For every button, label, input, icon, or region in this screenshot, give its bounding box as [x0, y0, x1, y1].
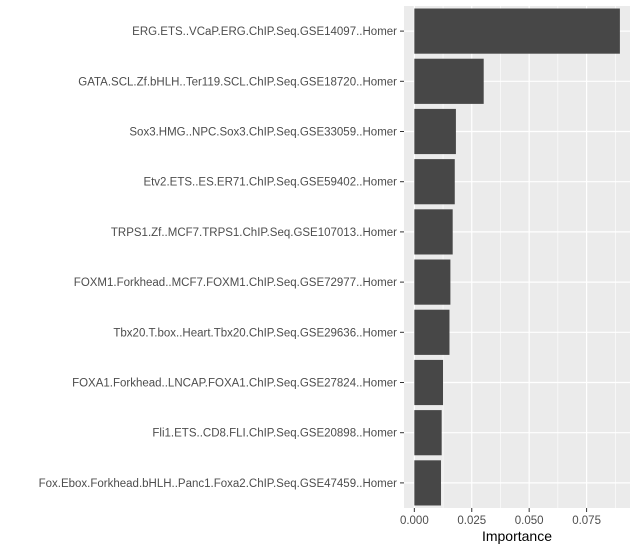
y-tick-label: FOXA1.Forkhead..LNCAP.FOXA1.ChIP.Seq.GSE… — [72, 378, 397, 390]
y-tick-label: Sox3.HMG..NPC.Sox3.ChIP.Seq.GSE33059..Ho… — [129, 127, 397, 139]
x-axis: 0.000 0.025 0.050 0.075 — [400, 508, 601, 527]
bar — [414, 159, 455, 205]
bar — [414, 8, 620, 54]
x-tick-label: 0.050 — [515, 515, 544, 527]
y-axis: ERG.ETS..VCaP.ERG.ChIP.Seq.GSE14097..Hom… — [39, 26, 404, 490]
x-tick-label: 0.025 — [457, 515, 486, 527]
bar — [414, 309, 450, 355]
bar — [414, 209, 453, 255]
bar — [414, 108, 456, 155]
bar — [414, 359, 444, 406]
bar — [414, 259, 451, 305]
y-tick-label: TRPS1.Zf..MCF7.TRPS1.ChIP.Seq.GSE107013.… — [111, 227, 397, 239]
y-tick-label: Fox.Ebox.Forkhead.bHLH..Panc1.Foxa2.ChIP… — [39, 478, 398, 490]
bar — [414, 410, 442, 456]
x-tick-label: 0.000 — [400, 515, 429, 527]
y-tick-label: ERG.ETS..VCaP.ERG.ChIP.Seq.GSE14097..Hom… — [132, 26, 397, 38]
bar — [414, 460, 441, 506]
bar — [414, 58, 484, 104]
x-tick-label: 0.075 — [572, 515, 601, 527]
y-tick-label: FOXM1.Forkhead..MCF7.FOXM1.ChIP.Seq.GSE7… — [74, 277, 397, 289]
y-tick-label: GATA.SCL.Zf.bHLH..Ter119.SCL.ChIP.Seq.GS… — [78, 76, 397, 88]
y-tick-label: Etv2.ETS..ES.ER71.ChIP.Seq.GSE59402..Hom… — [143, 177, 397, 189]
y-tick-label: Fli1.ETS..CD8.FLI.ChIP.Seq.GSE20898..Hom… — [152, 428, 397, 440]
y-tick-label: Tbx20.T.box..Heart.Tbx20.ChIP.Seq.GSE296… — [113, 327, 397, 339]
bars — [414, 8, 620, 506]
x-axis-title: Importance — [482, 528, 552, 544]
